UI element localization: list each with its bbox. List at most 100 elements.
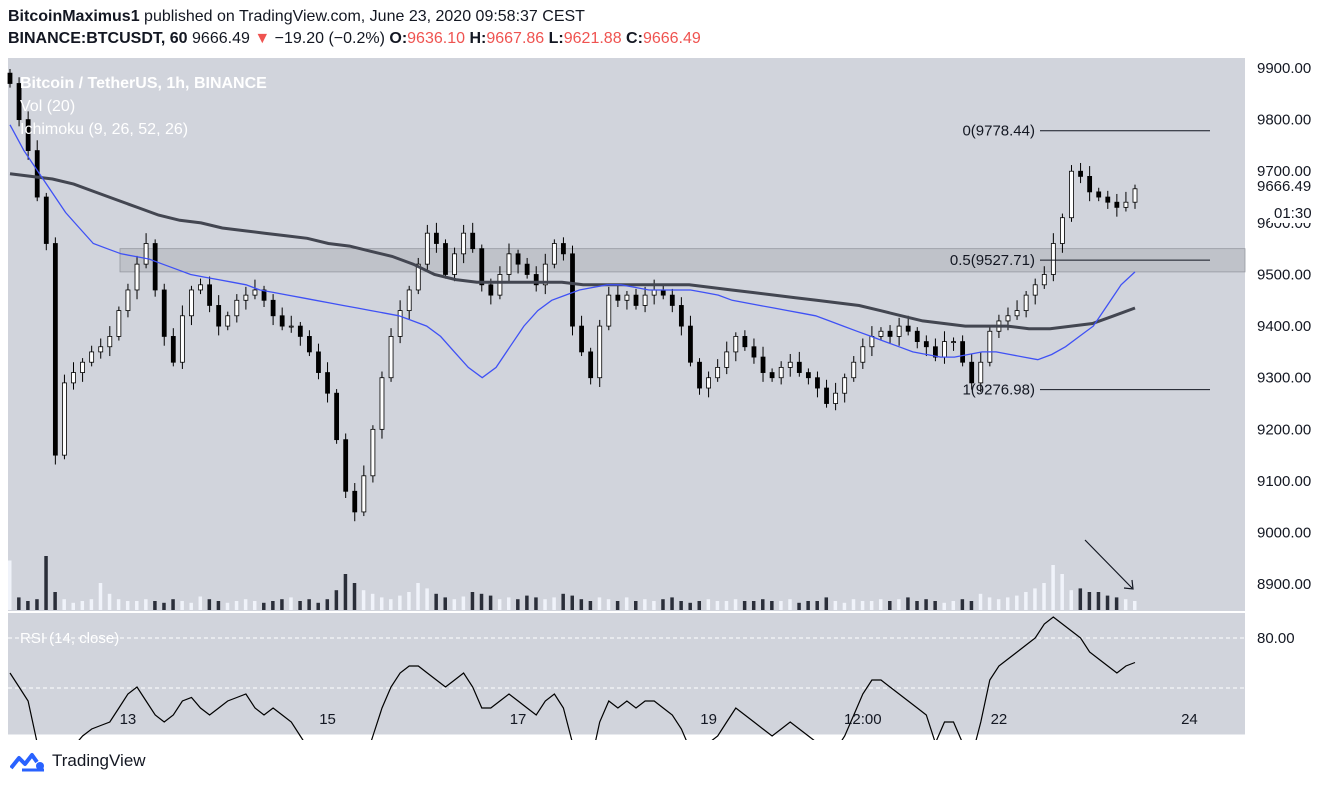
candle-body — [161, 289, 167, 337]
tradingview-logo-icon[interactable] — [10, 750, 46, 772]
volume-bar — [162, 602, 166, 610]
candle-body — [951, 341, 956, 343]
candle-body — [579, 325, 584, 353]
price-axis-label: 9300.00 — [1257, 370, 1311, 387]
volume-bar — [761, 599, 765, 610]
volume-bar — [833, 601, 838, 610]
candle-body — [261, 289, 267, 301]
candle-body — [270, 299, 276, 317]
publish-info: published on TradingView.com, June 23, 2… — [144, 8, 585, 25]
time-axis-label: 22 — [991, 711, 1008, 728]
candle-body — [452, 253, 457, 275]
volume-bar — [1024, 592, 1028, 610]
candle-body — [815, 377, 820, 389]
candle-body — [134, 263, 140, 291]
volume-bar — [951, 601, 956, 610]
volume-bar — [53, 592, 57, 610]
candle-body — [869, 336, 875, 348]
candle-body — [98, 346, 104, 353]
candle-body — [724, 351, 730, 368]
candle-body — [25, 119, 31, 151]
rsi-line — [9, 616, 1136, 740]
candle-body — [860, 346, 866, 363]
candle-body — [606, 294, 612, 327]
volume-bar — [888, 601, 892, 610]
time-axis-label: 24 — [1181, 711, 1198, 728]
candle-body — [987, 330, 993, 363]
author-name[interactable]: BitcoinMaximus1 — [8, 8, 140, 25]
volume-bar — [751, 601, 756, 610]
volume-bar — [35, 599, 39, 610]
time-axis-label: 15 — [319, 711, 336, 728]
volume-bar — [742, 601, 747, 610]
volume-bar — [334, 590, 339, 610]
candle-body — [878, 330, 884, 337]
candle-body — [851, 361, 857, 379]
volume-bar — [579, 599, 584, 610]
low-label: L: — [548, 30, 564, 47]
candle-body — [1123, 201, 1129, 208]
volume-bar — [44, 556, 48, 610]
volume-bar — [933, 601, 937, 610]
volume-bar — [1069, 590, 1073, 610]
volume-bar — [325, 599, 330, 610]
fib-level-label: 0(9778.44) — [962, 123, 1035, 140]
down-arrow-icon: ▼ — [254, 30, 271, 47]
ichimoku-legend: Ichimoku (9, 26, 52, 26) — [20, 121, 188, 138]
candle-body — [624, 294, 630, 301]
volume-bar — [216, 601, 221, 610]
volume-bar — [207, 599, 212, 610]
volume-bar — [815, 601, 819, 610]
high-value: 9667.86 — [486, 30, 545, 47]
candle-body — [234, 299, 240, 317]
volume-bar — [234, 601, 239, 610]
price-axis-label: 9200.00 — [1257, 421, 1311, 438]
volume-bar — [370, 593, 375, 610]
candle-body — [1041, 274, 1047, 286]
volume-bar — [407, 592, 411, 610]
volume-bar — [98, 583, 103, 610]
volume-bar — [461, 596, 466, 610]
volume-bar — [1042, 583, 1046, 610]
price-axis-label: 9500.00 — [1257, 266, 1311, 283]
volume-bar — [71, 602, 76, 610]
volume-bar — [80, 601, 85, 610]
volume-bar — [597, 597, 602, 610]
candle-body — [334, 392, 340, 441]
price-chart[interactable]: 0(9778.44) 0.5(9527.71) 1(9276.98) 9900.00… — [0, 58, 1337, 740]
candle-body — [125, 289, 131, 312]
symbol-label: BINANCE:BTCUSDT, 60 — [8, 30, 188, 47]
volume-bar — [561, 593, 565, 610]
candle-body — [751, 346, 757, 358]
close-value: 9666.49 — [642, 30, 701, 47]
publish-line: BitcoinMaximus1 published on TradingView… — [8, 6, 1328, 28]
last-price-tag — [1248, 176, 1328, 196]
volume-bar — [298, 601, 302, 610]
candle-body — [216, 305, 222, 327]
candle-body — [506, 253, 512, 275]
volume-bar — [878, 599, 883, 610]
volume-bar — [289, 597, 293, 610]
footer-brand[interactable]: TradingView — [52, 751, 146, 770]
volume-bar — [543, 599, 547, 610]
volume-bar — [670, 597, 674, 610]
candle-body — [969, 361, 975, 384]
candle-body — [1050, 243, 1056, 275]
volume-bar — [180, 601, 184, 610]
volume-bar — [271, 601, 275, 610]
volume-bar — [316, 602, 320, 610]
candle-body — [978, 361, 984, 384]
candle-body — [470, 232, 476, 250]
volume-bar — [1051, 565, 1055, 610]
volume-bar — [1015, 595, 1019, 610]
candle-body — [306, 336, 312, 353]
chart-header: BitcoinMaximus1 published on TradingView… — [8, 6, 1328, 50]
plot-background — [8, 58, 1245, 735]
candle-body — [297, 325, 303, 337]
volume-bar — [452, 599, 457, 610]
volume-bar — [969, 601, 974, 610]
candle-body — [43, 196, 49, 244]
volume-bar — [534, 597, 538, 610]
volume-bar — [860, 601, 865, 610]
price-axis-label: 9100.00 — [1257, 473, 1311, 490]
